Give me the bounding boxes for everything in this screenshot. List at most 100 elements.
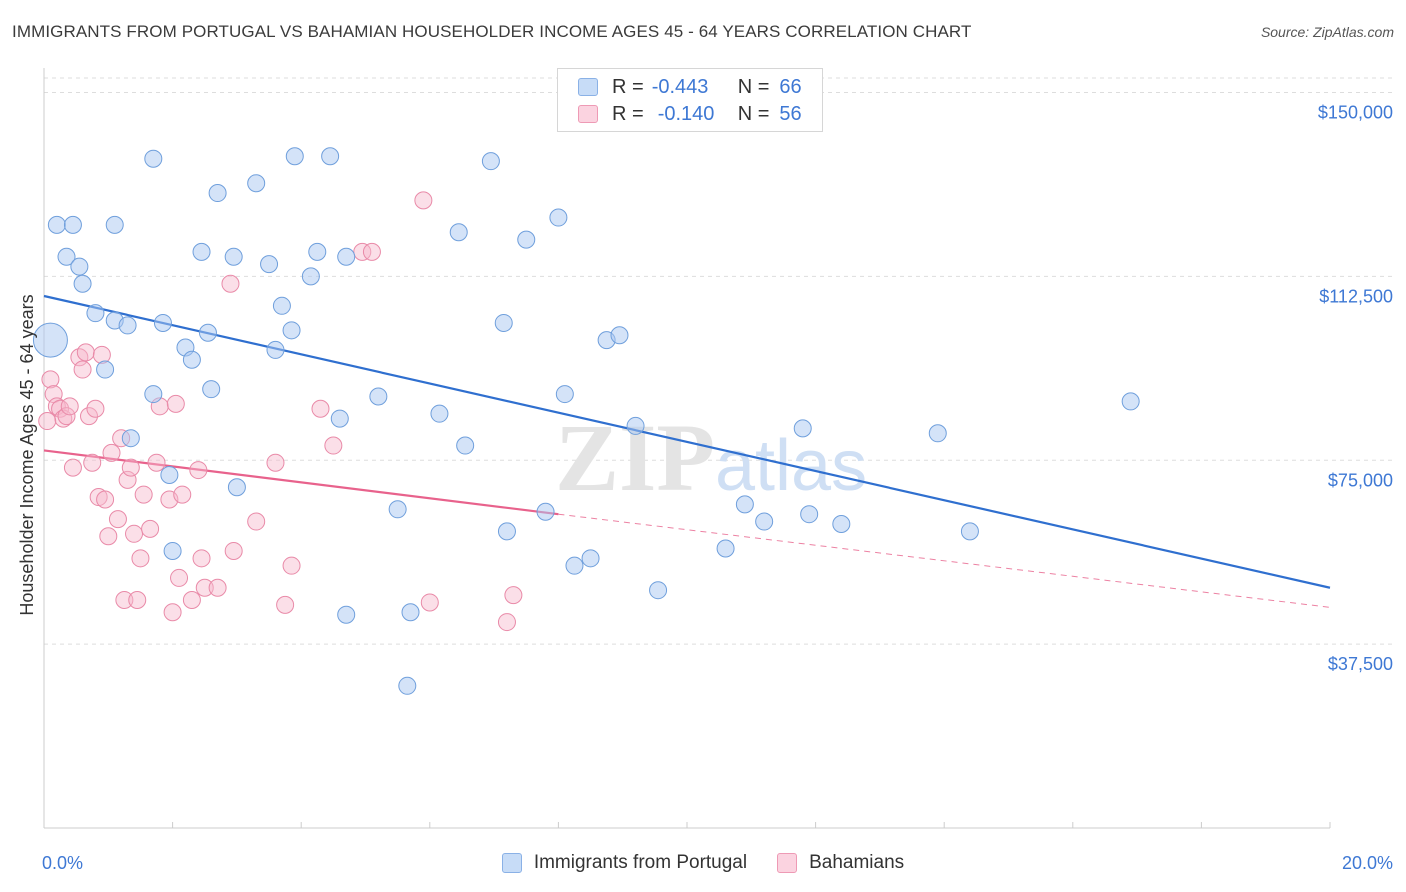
- point-bahamians: [86, 399, 105, 418]
- point-bahamians: [173, 485, 192, 504]
- point-portugal: [536, 502, 555, 521]
- point-bahamians: [324, 436, 343, 455]
- point-bahamians: [170, 568, 189, 587]
- point-bahamians: [102, 443, 121, 462]
- legend-label-portugal: Immigrants from Portugal: [533, 852, 748, 873]
- point-bahamians: [282, 556, 301, 575]
- point-portugal: [121, 429, 140, 448]
- point-portugal: [198, 323, 217, 342]
- legend-row-bahamians: R = -0.140 N = 56: [578, 102, 802, 126]
- point-portugal: [260, 255, 279, 274]
- point-portugal: [47, 215, 66, 234]
- point-bahamians: [115, 591, 134, 609]
- point-bahamians: [276, 595, 295, 614]
- point-portugal: [793, 419, 812, 438]
- point-portugal: [337, 605, 356, 624]
- point-bahamians: [147, 453, 166, 472]
- point-portugal: [163, 541, 182, 560]
- point-portugal: [208, 184, 227, 203]
- point-bahamians: [92, 345, 111, 364]
- point-bahamians: [247, 512, 266, 531]
- axes: [43, 68, 1331, 829]
- point-portugal: [456, 436, 475, 455]
- point-bahamians: [38, 412, 57, 431]
- point-bahamians: [57, 407, 76, 426]
- point-portugal: [449, 223, 468, 242]
- point-bahamians: [353, 242, 372, 261]
- point-portugal: [153, 313, 172, 332]
- point-bahamians: [504, 586, 523, 605]
- x-tick-label: 0.0%: [42, 853, 83, 873]
- legend-row-portugal: R = -0.443 N = 66: [578, 75, 802, 99]
- point-bahamians: [224, 541, 243, 560]
- point-bahamians: [362, 242, 381, 261]
- point-bahamians: [414, 191, 433, 210]
- point-bahamians: [131, 549, 150, 568]
- point-portugal: [301, 267, 320, 286]
- point-portugal: [481, 152, 500, 171]
- legend-n-value: 66: [779, 75, 802, 98]
- point-portugal: [144, 149, 163, 168]
- point-bahamians: [182, 591, 201, 609]
- point-portugal: [755, 512, 774, 531]
- point-portugal: [160, 465, 179, 484]
- point-portugal: [649, 581, 668, 600]
- point-bahamians: [208, 578, 227, 597]
- chart-title: IMMIGRANTS FROM PORTUGAL VS BAHAMIAN HOU…: [12, 22, 972, 41]
- point-portugal: [285, 147, 304, 166]
- point-bahamians: [99, 527, 118, 546]
- legend-swatch-pink: [777, 853, 798, 873]
- point-portugal: [928, 424, 947, 443]
- point-portugal: [202, 380, 221, 399]
- point-bahamians: [125, 524, 144, 543]
- point-bahamians: [497, 613, 516, 632]
- point-portugal: [581, 549, 600, 568]
- point-portugal: [182, 350, 201, 369]
- point-bahamians: [83, 453, 102, 472]
- point-portugal: [96, 360, 115, 379]
- trend-lines: [43, 294, 1331, 608]
- point-portugal: [32, 322, 68, 358]
- point-portugal: [57, 247, 76, 266]
- point-portugal: [330, 409, 349, 428]
- point-portugal: [517, 230, 536, 249]
- point-portugal: [224, 247, 243, 266]
- point-bahamians: [420, 593, 439, 612]
- trendline-bahamians-extension: [558, 513, 1331, 608]
- series-bahamians: [38, 191, 523, 632]
- legend-n-value: 56: [779, 102, 802, 125]
- point-portugal: [800, 505, 819, 524]
- point-portugal: [73, 274, 92, 293]
- y-axis-title: Householder Income Ages 45 - 64 years: [17, 294, 37, 615]
- legend-label-bahamians: Bahamians: [809, 852, 905, 873]
- point-portugal: [555, 385, 574, 404]
- point-portugal: [63, 215, 82, 234]
- point-bahamians: [108, 510, 127, 529]
- point-bahamians: [195, 578, 214, 597]
- point-bahamians: [192, 549, 211, 568]
- point-portugal: [401, 603, 420, 622]
- point-portugal: [960, 522, 979, 541]
- point-bahamians: [141, 519, 160, 538]
- series-legend: Immigrants from Portugal Bahamians: [0, 852, 1406, 874]
- legend-swatch-pink: [578, 105, 598, 123]
- point-portugal: [494, 313, 513, 332]
- point-portugal: [105, 215, 124, 234]
- axis-labels: $37,500 $75,000 $112,500 $150,000 0.0% 20.0% H…: [17, 103, 1393, 873]
- point-bahamians: [73, 360, 92, 379]
- trendline-bahamians: [43, 449, 559, 516]
- point-bahamians: [121, 458, 140, 477]
- point-bahamians: [134, 485, 153, 504]
- legend-item-bahamians: Bahamians: [777, 852, 904, 874]
- trendline-portugal: [43, 294, 1331, 589]
- legend-swatch-blue: [501, 853, 522, 873]
- point-portugal: [369, 387, 388, 406]
- point-bahamians: [96, 490, 115, 509]
- point-portugal: [388, 500, 407, 519]
- x-tick-label: 20.0%: [1342, 853, 1393, 873]
- point-portugal: [626, 416, 645, 435]
- point-portugal: [144, 385, 163, 404]
- point-bahamians: [41, 370, 60, 389]
- point-portugal: [565, 556, 584, 575]
